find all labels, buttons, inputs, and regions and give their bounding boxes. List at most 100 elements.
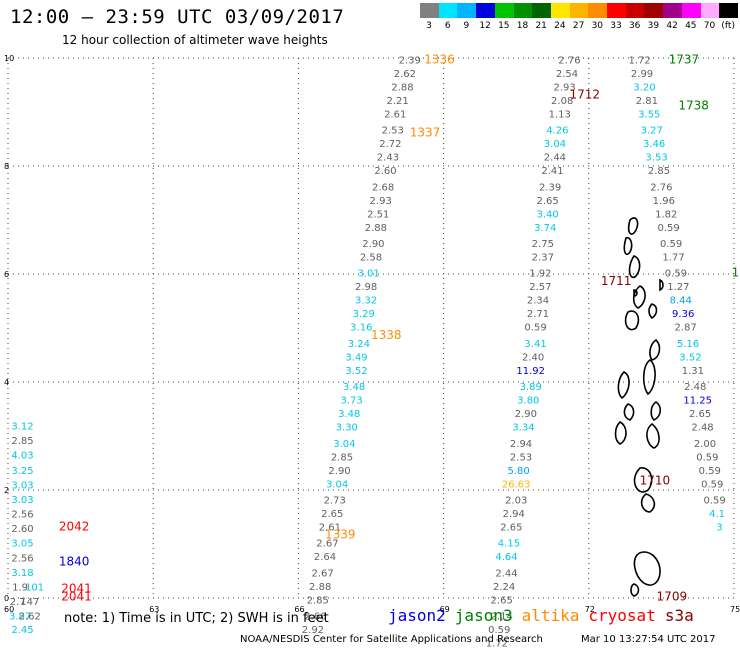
- wave-height-value: 3.24: [348, 339, 370, 350]
- wave-height-value: 3.73: [341, 396, 363, 407]
- wave-height-value: 2.67: [311, 568, 333, 579]
- island-outline: [633, 467, 653, 493]
- wave-height-value: 3.03: [11, 495, 33, 506]
- wave-height-value: 4.03: [11, 451, 33, 462]
- wave-height-value: 1.82: [655, 209, 677, 220]
- island-outline: [646, 422, 660, 449]
- wave-height-value: 2.44: [495, 568, 517, 579]
- wave-height-value: 2.51: [367, 209, 389, 220]
- scale-swatch: [438, 3, 458, 18]
- wave-height-value: 2.88: [391, 82, 413, 93]
- scale-swatch: [644, 3, 664, 18]
- wave-height-value: 2.39: [399, 55, 421, 66]
- wave-height-value: 2.99: [631, 69, 653, 80]
- y-tick-label: 8: [4, 162, 9, 171]
- island-outline: [650, 401, 662, 421]
- pass-id: 2042: [59, 520, 90, 534]
- wave-height-value: 3.29: [353, 309, 375, 320]
- wave-height-value: 3.05: [11, 539, 33, 550]
- wave-height-value: 2.61: [384, 109, 406, 120]
- scale-swatch: [719, 3, 739, 18]
- island-outline: [640, 493, 656, 513]
- scale-label: 42: [666, 21, 678, 31]
- pass-id: 2041: [61, 582, 92, 596]
- pass-id-labels: 1336 1337 1338 1339 1712 1711 1710 1709 1737 1738…: [59, 52, 740, 603]
- wave-height-value: 3.80: [517, 396, 539, 407]
- wave-height-value: 3.34: [512, 423, 534, 434]
- island-outline: [614, 421, 627, 445]
- scale-label: 6: [444, 21, 451, 31]
- maldives-coastline: [614, 217, 664, 597]
- scale-swatch: [569, 3, 589, 18]
- wave-height-value: 2.93: [553, 82, 575, 93]
- wave-height-value: 0.59: [696, 452, 718, 463]
- axis-tick-labels: 60 63 66 69 72 75 0 2 4 6 8 10: [4, 54, 740, 614]
- y-tick-label: 6: [4, 270, 9, 279]
- wave-height-value: 1.96: [653, 196, 675, 207]
- wave-height-value: 2.88: [365, 223, 387, 234]
- pass-id: 1711: [601, 274, 632, 288]
- wave-height-value: 2.53: [382, 126, 404, 137]
- wave-height-value: 2.85: [307, 595, 329, 606]
- wave-height-value: 4.26: [546, 126, 568, 137]
- credit-line: NOAA/NESDIS Center for Satellite Applica…: [240, 634, 543, 645]
- wave-height-value: 2.90: [328, 466, 350, 477]
- wave-height-value: 3.16: [350, 323, 372, 334]
- wave-height-value: 2.92: [302, 625, 324, 636]
- wave-height-value: 0.59: [658, 223, 680, 234]
- x-tick-label: 63: [149, 605, 159, 614]
- scale-label: 30: [591, 21, 604, 31]
- y-tick-label: 0: [4, 594, 9, 603]
- wave-height-value: 5.16: [677, 339, 699, 350]
- wave-height-value: 2.40: [522, 352, 544, 363]
- wave-height-value: 2.94: [503, 509, 525, 520]
- wave-height-value: 2.34: [527, 296, 549, 307]
- wave-height-value: 9.36: [672, 309, 694, 320]
- scale-label: 18: [516, 21, 529, 31]
- wave-height-value: 26.63: [502, 479, 531, 490]
- wave-height-value: 0.59: [660, 239, 682, 250]
- wave-height-value: 2.61: [319, 523, 341, 534]
- wave-height-value: 2.43: [377, 153, 399, 164]
- y-tick-label: 4: [4, 378, 9, 387]
- scale-swatch: [420, 3, 440, 18]
- pass-id: 1337: [410, 125, 441, 139]
- wave-height-value: 2.21: [386, 96, 408, 107]
- scale-swatch: [513, 3, 533, 18]
- scale-label: 36: [628, 21, 641, 31]
- wave-height-value: 2.75: [532, 239, 554, 250]
- wave-height-value: 0.59: [699, 466, 721, 477]
- scale-swatch: [550, 3, 571, 18]
- wave-height-value: 2.60: [374, 166, 396, 177]
- generation-timestamp: Mar 10 13:27:54 UTC 2017: [581, 634, 716, 645]
- map-subtitle: 12 hour collection of altimeter wave hei…: [62, 33, 328, 47]
- wave-height-value: 0.59: [701, 479, 723, 490]
- wave-height-value: 3.40: [537, 209, 559, 220]
- island-outline: [623, 403, 635, 421]
- satellite-legend-entry: cryosat: [588, 606, 656, 625]
- wave-height-value: 2.39: [539, 182, 561, 193]
- wave-height-value: 2.48: [691, 423, 713, 434]
- wave-height-value: 0.59: [704, 496, 726, 507]
- wave-height-value: 2.71: [527, 309, 549, 320]
- island-outline: [628, 255, 641, 279]
- x-tick-label: 72: [585, 605, 595, 614]
- wave-height-value: 11.92: [516, 366, 545, 377]
- wave-height-value: 1.27: [667, 282, 689, 293]
- scale-swatch: [700, 3, 720, 18]
- y-tick-label: 2: [4, 486, 9, 495]
- wave-height-value: 3.48: [343, 382, 365, 393]
- wave-height-value: 2.56: [11, 510, 33, 521]
- wave-height-value: 3.25: [11, 466, 33, 477]
- scale-label: 21: [535, 21, 547, 31]
- x-tick-label: 60: [4, 605, 14, 614]
- wave-height-value: 4.1: [709, 509, 725, 520]
- scale-label: 9: [463, 21, 470, 31]
- wave-height-value: 2.85: [331, 452, 353, 463]
- wave-height-value: 3.30: [336, 423, 358, 434]
- wave-height-value: 2.88: [309, 582, 331, 593]
- wave-height-value: 2.65: [689, 409, 711, 420]
- wave-height-value: 2.76: [650, 182, 672, 193]
- wave-height-value: 2.62: [19, 612, 41, 623]
